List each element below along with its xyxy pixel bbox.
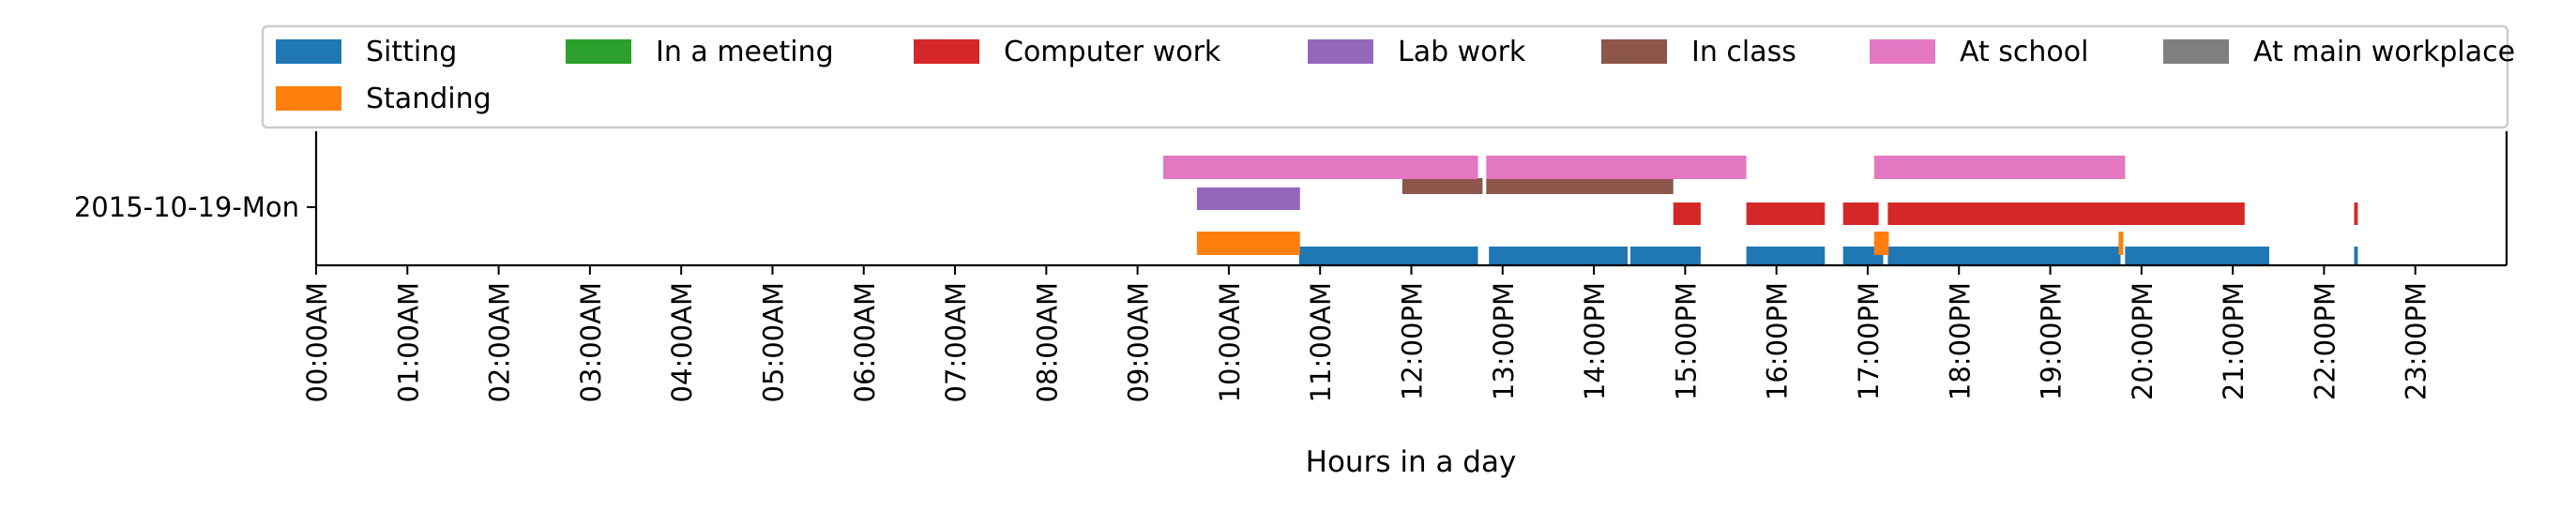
legend-label-sitting: Sitting [366, 36, 457, 68]
bar-sitting-3 [1746, 247, 1826, 265]
bar-computer-work-3 [1887, 202, 2245, 225]
legend: Sitting In a meeting Computer work Lab work… [261, 24, 2515, 129]
bar-sitting-0 [1298, 247, 1478, 265]
x-tick-label: 17:00PM [1853, 282, 1885, 400]
x-tick-label: 23:00PM [2401, 282, 2432, 400]
bar-standing-1 [1873, 232, 1889, 255]
legend-swatch-at-school [1870, 39, 1935, 64]
x-tick-label: 18:00PM [1944, 282, 1976, 400]
legend-label-in-class: In class [1691, 36, 1796, 68]
axes [314, 131, 2508, 267]
legend-swatch-lab-work [1308, 39, 1373, 64]
bar-standing-2 [2118, 232, 2124, 255]
bar-sitting-7 [2354, 247, 2358, 265]
x-tick-label: 07:00AM [940, 282, 972, 402]
bar-sitting-2 [1630, 247, 1701, 265]
bar-at-school-2 [1873, 156, 2126, 179]
x-tick-label: 15:00PM [1670, 282, 1702, 400]
x-tick-label: 08:00AM [1031, 282, 1063, 402]
x-tick-label: 02:00AM [484, 282, 516, 402]
x-tick-label: 05:00AM [757, 282, 789, 402]
bar-standing-0 [1196, 232, 1300, 255]
legend-label-at-school: At school [1960, 36, 2088, 68]
bar-computer-work-0 [1673, 202, 1701, 225]
legend-swatch-standing [276, 86, 341, 111]
x-tick-label: 10:00AM [1214, 282, 1246, 402]
bar-sitting-1 [1489, 247, 1629, 265]
legend-swatch-in-a-meeting [566, 39, 631, 64]
bar-in-class-1 [1486, 178, 1674, 194]
bar-at-school-1 [1486, 156, 1747, 179]
legend-swatch-sitting [276, 39, 341, 64]
bar-sitting-5 [1887, 247, 2121, 265]
bar-at-school-0 [1162, 156, 1478, 179]
x-tick-label: 19:00PM [2036, 282, 2068, 400]
legend-label-standing: Standing [366, 82, 492, 115]
legend-label-at-main-workplace: At main workplace [2253, 36, 2515, 68]
bar-sitting-4 [1842, 247, 1884, 265]
legend-frame [261, 24, 2509, 129]
x-tick-label: 03:00AM [575, 282, 607, 402]
legend-swatch-in-class [1601, 39, 1667, 64]
legend-swatch-at-main-workplace [2163, 39, 2229, 64]
legend-label-lab-work: Lab work [1398, 36, 1526, 68]
bar-computer-work-2 [1842, 202, 1879, 225]
x-tick-label: 12:00PM [1397, 282, 1429, 400]
legend-label-in-a-meeting: In a meeting [656, 36, 834, 68]
legend-label-computer-work: Computer work [1004, 36, 1221, 68]
x-tick-label: 21:00PM [2218, 282, 2250, 400]
x-tick-label: 11:00AM [1305, 282, 1337, 402]
x-tick-label: 13:00PM [1488, 282, 1520, 400]
x-tick-label: 09:00AM [1123, 282, 1155, 402]
y-axis-ticks: 2015-10-19-Mon [74, 191, 316, 223]
bar-computer-work-1 [1746, 202, 1826, 225]
x-tick-label: 20:00PM [2127, 282, 2159, 400]
legend-swatch-computer-work [914, 39, 979, 64]
bar-lab-work-0 [1196, 188, 1300, 210]
bar-computer-work-4 [2354, 202, 2358, 225]
bar-sitting-6 [2125, 247, 2269, 265]
x-tick-label: 16:00PM [1762, 282, 1794, 400]
x-tick-label: 06:00AM [849, 282, 881, 402]
x-tick-label: 00:00AM [301, 282, 333, 402]
y-tick-label: 2015-10-19-Mon [74, 191, 299, 223]
x-axis-ticks: 00:00AM 01:00AM 02:00AM 03:00AM 04:00AM 05:00… [301, 265, 2432, 402]
x-tick-label: 22:00PM [2309, 282, 2341, 400]
x-tick-label: 04:00AM [666, 282, 698, 402]
x-tick-label: 14:00PM [1579, 282, 1611, 400]
bar-in-class-0 [1402, 178, 1483, 194]
timeline-marks [1162, 156, 2358, 265]
x-tick-label: 01:00AM [392, 282, 424, 402]
x-axis-label: Hours in a day [1306, 445, 1517, 479]
